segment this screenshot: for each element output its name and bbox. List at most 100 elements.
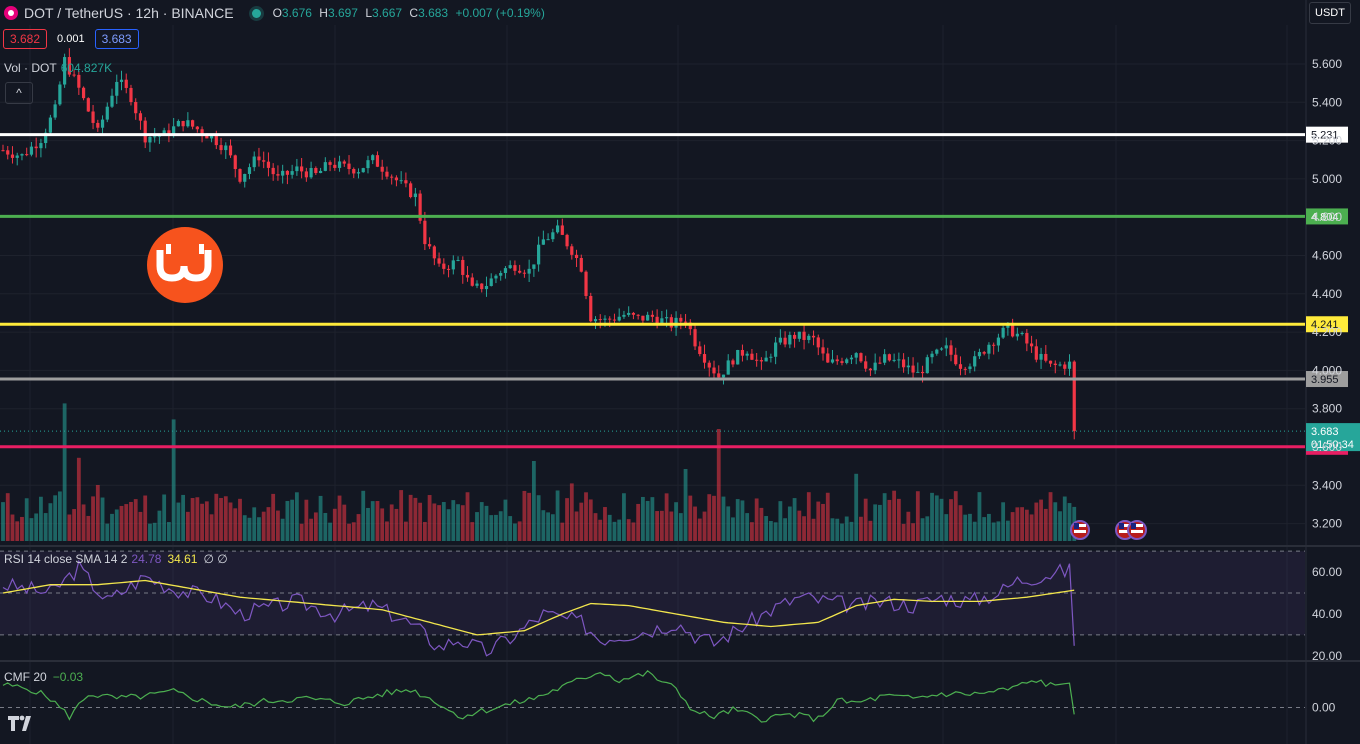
candle-body: [224, 145, 228, 151]
volume-bar: [394, 508, 399, 541]
candle-body: [973, 356, 977, 367]
price-tick-label: 3.200: [1312, 517, 1342, 531]
candle-body: [911, 365, 915, 373]
candle-body: [134, 102, 138, 114]
volume-legend[interactable]: Vol · DOT 604.827K: [4, 61, 112, 75]
candle-body: [541, 239, 545, 245]
candle-body: [418, 193, 422, 221]
volume-bar: [522, 490, 527, 541]
candle-body: [404, 180, 408, 184]
flag-stripe: [1119, 524, 1131, 527]
symbol-title[interactable]: DOT / TetherUS · 12h · BINANCE: [24, 5, 234, 21]
open-value: 3.676: [281, 6, 312, 20]
candle-body: [176, 121, 180, 127]
buy-button[interactable]: 3.683: [94, 29, 139, 49]
volume-bar: [313, 512, 318, 541]
volume-bar: [39, 496, 43, 541]
candle-body: [342, 161, 346, 164]
candle-body: [385, 171, 389, 177]
rsi-name: RSI 14 close SMA 14 2: [4, 552, 128, 566]
volume-bar: [811, 518, 816, 541]
level-label-bg: [1306, 208, 1348, 225]
candle-body: [124, 79, 128, 88]
volume-bar: [1053, 502, 1058, 541]
candle-body: [508, 265, 512, 269]
candle-body: [565, 234, 569, 247]
volume-bar: [598, 519, 603, 541]
candle-body: [428, 244, 432, 247]
chevron-up-icon: ^: [16, 86, 22, 100]
candle-body: [285, 170, 289, 175]
volume-bar: [238, 498, 242, 541]
volume-bar: [991, 522, 996, 541]
candle-body: [759, 360, 763, 362]
candle-body: [318, 170, 323, 174]
volume-bar: [190, 498, 195, 541]
price-tick-label: 5.200: [1312, 134, 1342, 148]
candle-body: [555, 225, 560, 233]
candle-body: [1063, 364, 1067, 369]
candle-body: [731, 360, 735, 365]
candle-body: [86, 98, 90, 112]
volume-bar: [1034, 502, 1039, 541]
volume-bar: [228, 502, 233, 541]
volume-bar: [214, 493, 219, 541]
volume-bar: [603, 507, 607, 541]
candle-body: [968, 366, 972, 370]
candle-body: [503, 268, 508, 274]
sell-button[interactable]: 3.682: [3, 29, 48, 49]
volume-bar: [276, 510, 280, 541]
cmf-value: −0.03: [52, 670, 84, 684]
volume-bar: [67, 514, 72, 541]
volume-bar: [859, 516, 863, 541]
level-label-bg: [1306, 126, 1348, 143]
candle-body: [153, 136, 157, 138]
cmf-legend[interactable]: CMF 20 −0.03: [4, 670, 83, 684]
candle-body: [636, 314, 640, 316]
volume-bar: [503, 499, 508, 541]
candle-body: [409, 183, 413, 198]
candle-body: [148, 136, 152, 143]
candle-body: [792, 334, 797, 339]
volume-bar: [95, 485, 100, 541]
candle-body: [1034, 346, 1038, 360]
volume-bar: [878, 504, 882, 541]
volume-value: 604.827K: [60, 61, 113, 75]
candle-body: [811, 335, 816, 338]
volume-bar: [584, 492, 588, 541]
price-tick-label: 4.200: [1312, 325, 1342, 339]
level-label: 4.241: [1311, 319, 1339, 331]
volume-bar: [304, 499, 309, 541]
volume-bar: [560, 522, 565, 541]
collapse-legend-button[interactable]: ^: [5, 82, 33, 104]
candle-body: [333, 164, 337, 168]
candle-body: [513, 265, 517, 271]
volume-bar: [868, 520, 873, 541]
volume-bar: [622, 493, 626, 541]
rsi-legend[interactable]: RSI 14 close SMA 14 2 24.78 34.61 ∅ ∅: [4, 552, 228, 566]
candle-body: [366, 160, 370, 169]
currency-selector[interactable]: USDT: [1309, 2, 1351, 24]
volume-bar: [1001, 502, 1006, 541]
candle-body: [371, 155, 375, 161]
candle-body: [679, 317, 683, 322]
candle-body: [1, 150, 5, 152]
candle-body: [72, 74, 76, 76]
level-label: 5.231: [1311, 130, 1339, 142]
candle-body: [698, 346, 702, 355]
flag-us-icon: [1127, 520, 1147, 540]
tradingview-logo-icon[interactable]: [7, 714, 39, 732]
volume-bar: [366, 507, 370, 541]
volume-bar: [266, 507, 271, 541]
candle-body: [1029, 343, 1034, 347]
candle-body: [816, 337, 820, 348]
volume-bar: [129, 501, 133, 541]
market-status-icon[interactable]: [251, 8, 261, 18]
candle-body: [527, 268, 531, 274]
candle-body: [1044, 353, 1048, 361]
volume-bar: [816, 501, 821, 541]
candle-body: [584, 271, 588, 296]
volume-bar: [181, 494, 186, 541]
